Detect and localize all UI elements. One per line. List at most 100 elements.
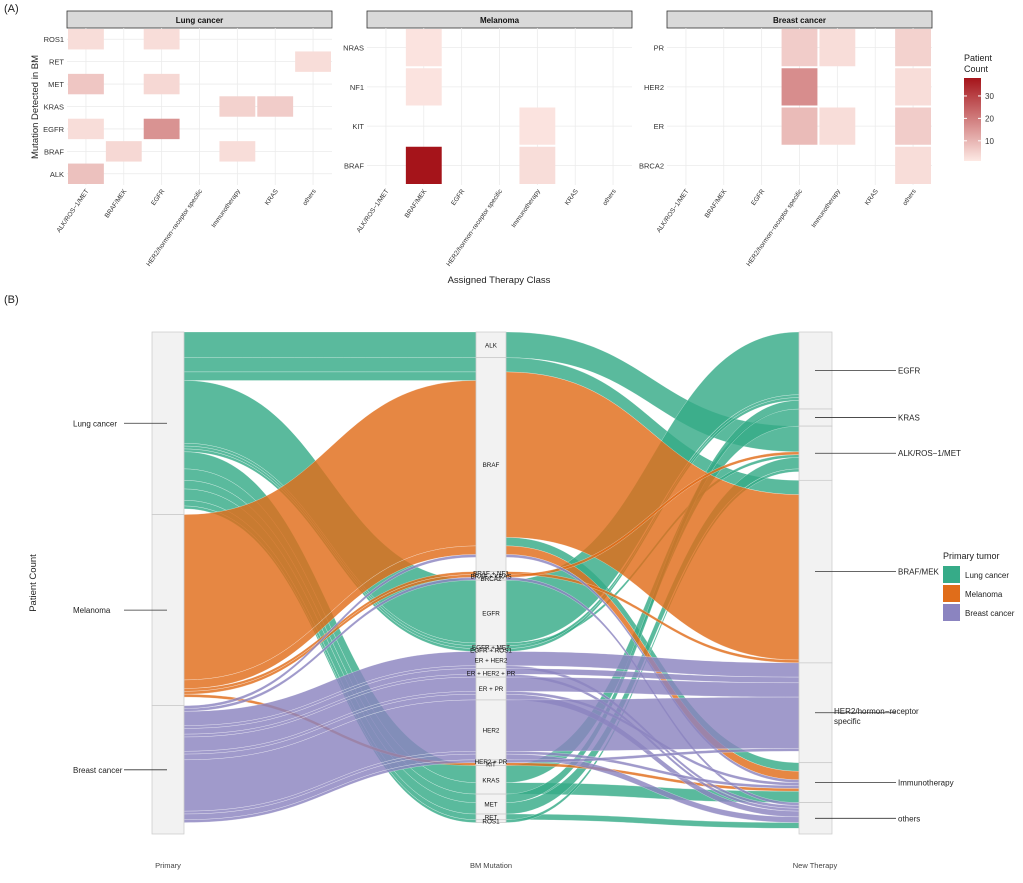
heatmap-cell-melanoma-nras-braf-mek (405, 29, 442, 67)
heatmap-x-axis-title: Assigned Therapy Class (448, 275, 551, 286)
y-tick-label-lung-cancer-ros1: ROS1 (44, 35, 64, 44)
x-tick-label-breast-cancer-alk-ros-1-met: ALK/ROS−1/MET (656, 188, 691, 234)
mutation-label-ret: RET (485, 814, 498, 821)
mutation-label-er-her2: ER + HER2 (475, 658, 508, 665)
heatmap-cell-lung-cancer-braf-immunotherapy (219, 141, 256, 162)
mutation-label-kras: KRAS (482, 777, 499, 784)
heatmap-cell-breast-cancer-pr-immunotherapy (819, 29, 856, 67)
x-tick-label-melanoma-kras: KRAS (564, 188, 580, 207)
primary-label-melanoma: Melanoma (73, 606, 111, 615)
heatmap-cell-breast-cancer-her2-others (895, 68, 931, 106)
x-tick-label-melanoma-egfr: EGFR (450, 188, 466, 207)
mutation-stratum-kras (475, 765, 507, 795)
x-tick-label-breast-cancer-kras: KRAS (864, 188, 880, 207)
x-tick-label-lung-cancer-egfr: EGFR (150, 188, 166, 207)
axis-title-new-therapy: New Therapy (793, 861, 838, 870)
therapy-label-egfr: EGFR (898, 367, 920, 376)
legend-title: Primary tumor (943, 551, 1000, 561)
y-tick-label-lung-cancer-braf: BRAF (44, 147, 64, 156)
x-tick-label-lung-cancer-alk-ros-1-met: ALK/ROS−1/MET (56, 188, 91, 234)
y-tick-label-melanoma-braf: BRAF (344, 161, 364, 170)
axis-title-bm-mutation: BM Mutation (470, 861, 512, 870)
y-tick-label-breast-cancer-er: ER (654, 122, 665, 131)
y-tick-label-lung-cancer-kras: KRAS (44, 103, 64, 112)
heatmap-cell-lung-cancer-kras-immunotherapy (219, 96, 256, 117)
mutation-label-egfr-ros1: EGFR + ROS1 (470, 648, 512, 655)
x-tick-label-melanoma-others: others (602, 188, 619, 207)
mutation-label-braf-nf1: BRAF + NF1 (473, 571, 509, 578)
colorbar-tick-label-10: 10 (985, 137, 994, 146)
y-tick-label-lung-cancer-ret: RET (49, 58, 64, 67)
axis-title-primary: Primary (155, 861, 181, 870)
facet-title-lung-cancer: Lung cancer (176, 16, 224, 25)
mutation-stratum-alk (475, 331, 507, 359)
panel-label-a: (A) (4, 3, 19, 15)
flow-lung-cancer-alk-alk-ros-1-met-left (183, 331, 477, 358)
heatmap-cell-lung-cancer-met-alk-ros-1-met (68, 73, 104, 95)
alluvial-y-axis-title: Patient Count (28, 554, 39, 612)
x-tick-label-breast-cancer-egfr: EGFR (750, 188, 766, 207)
heatmap-cell-lung-cancer-met-egfr (143, 73, 180, 95)
flow-breast-cancer-her2-her2-hormon-receptor-specific-right (505, 696, 800, 752)
therapy-label-her2-hormon-receptor-specific-line2: specific (834, 717, 861, 726)
y-tick-label-breast-cancer-pr: PR (654, 44, 665, 53)
facet-title-breast-cancer: Breast cancer (773, 16, 826, 25)
x-tick-label-lung-cancer-kras: KRAS (264, 188, 280, 207)
heatmap-cell-melanoma-braf-braf-mek (405, 146, 442, 184)
y-tick-label-melanoma-kit: KIT (352, 122, 364, 131)
heatmap-cell-lung-cancer-egfr-egfr (143, 118, 180, 140)
legend-label-breast-cancer: Breast cancer (965, 609, 1015, 618)
y-tick-label-breast-cancer-her2: HER2 (644, 83, 664, 92)
mutation-label-braf-kras: BRAF + KRAS (470, 573, 511, 580)
facet-title-melanoma: Melanoma (480, 16, 520, 25)
mutation-label-her2: HER2 (483, 727, 500, 734)
therapy-label-immunotherapy: Immunotherapy (898, 779, 954, 788)
mutation-label-kit: KIT (486, 762, 496, 769)
heatmap-cell-breast-cancer-er-immunotherapy (819, 107, 856, 145)
legend-swatch-breast-cancer (943, 604, 960, 621)
mutation-stratum-her2 (475, 699, 507, 761)
heatmap-cell-lung-cancer-ret-others (295, 51, 331, 72)
flow-lung-cancer-braf-braf-mek-left (183, 357, 477, 373)
primary-label-lung-cancer: Lung cancer (73, 419, 117, 428)
legend-swatch-melanoma (943, 585, 960, 602)
x-tick-label-lung-cancer-others: others (302, 188, 319, 207)
y-tick-label-lung-cancer-met: MET (48, 80, 64, 89)
therapy-label-kras: KRAS (898, 414, 920, 423)
colorbar-tick-label-30: 30 (985, 92, 994, 101)
mutation-label-er-pr: ER + PR (479, 686, 504, 693)
heatmap-cell-breast-cancer-er-others (895, 107, 931, 145)
x-tick-label-melanoma-immunotherapy: Immunotherapy (510, 188, 542, 230)
alluvial-panel: Lung cancer Melanoma Breast cancer ALK BRAF B… (28, 331, 1015, 870)
x-tick-label-melanoma-alk-ros-1-met: ALK/ROS−1/MET (356, 188, 391, 234)
x-tick-label-breast-cancer-immunotherapy: Immunotherapy (810, 188, 842, 230)
mutation-label-egfr: EGFR (482, 610, 500, 617)
therapy-label-alk-ros-1-met: ALK/ROS−1/MET (898, 449, 961, 458)
mutation-label-alk: ALK (485, 342, 498, 349)
heatmap-cell-lung-cancer-ros1-alk-ros-1-met (68, 29, 104, 50)
mutation-label-met: MET (484, 802, 497, 809)
x-tick-label-breast-cancer-braf-mek: BRAF/MEK (704, 188, 729, 220)
x-tick-label-melanoma-braf-mek: BRAF/MEK (404, 188, 429, 220)
alluvial-flows (183, 331, 800, 829)
panel-label-b: (B) (4, 294, 19, 306)
heatmap-y-axis-title: Mutation Detected in BM (30, 55, 41, 159)
heatmap-cell-breast-cancer-er-her2-hormon-receptor-specific (781, 107, 818, 145)
y-tick-label-lung-cancer-alk: ALK (50, 170, 64, 179)
heatmap-cell-breast-cancer-her2-her2-hormon-receptor-specific (781, 68, 818, 106)
heatmap-cell-melanoma-braf-immunotherapy (519, 146, 556, 184)
x-tick-label-lung-cancer-immunotherapy: Immunotherapy (210, 188, 242, 230)
flow-lung-cancer-braf-immunotherapy-left (183, 371, 477, 381)
heatmap-cell-breast-cancer-brca2-others (895, 146, 931, 184)
legend-swatch-lung-cancer (943, 566, 960, 583)
heatmap-cell-lung-cancer-kras-kras (257, 96, 294, 117)
heatmap-panel: Lung cancer ROS1 RET MET KRAS EGFR BRAF ALK ALK/… (30, 10, 994, 286)
colorbar-title-line: Count (964, 64, 989, 74)
mutation-label-braf: BRAF (483, 462, 500, 469)
heatmap-cell-lung-cancer-alk-alk-ros-1-met (68, 163, 104, 184)
colorbar (964, 78, 981, 161)
mutation-stratum-ros1 (475, 819, 507, 823)
colorbar-tick-label-20: 20 (985, 114, 994, 123)
heatmap-cell-lung-cancer-braf-braf-mek (105, 141, 142, 162)
